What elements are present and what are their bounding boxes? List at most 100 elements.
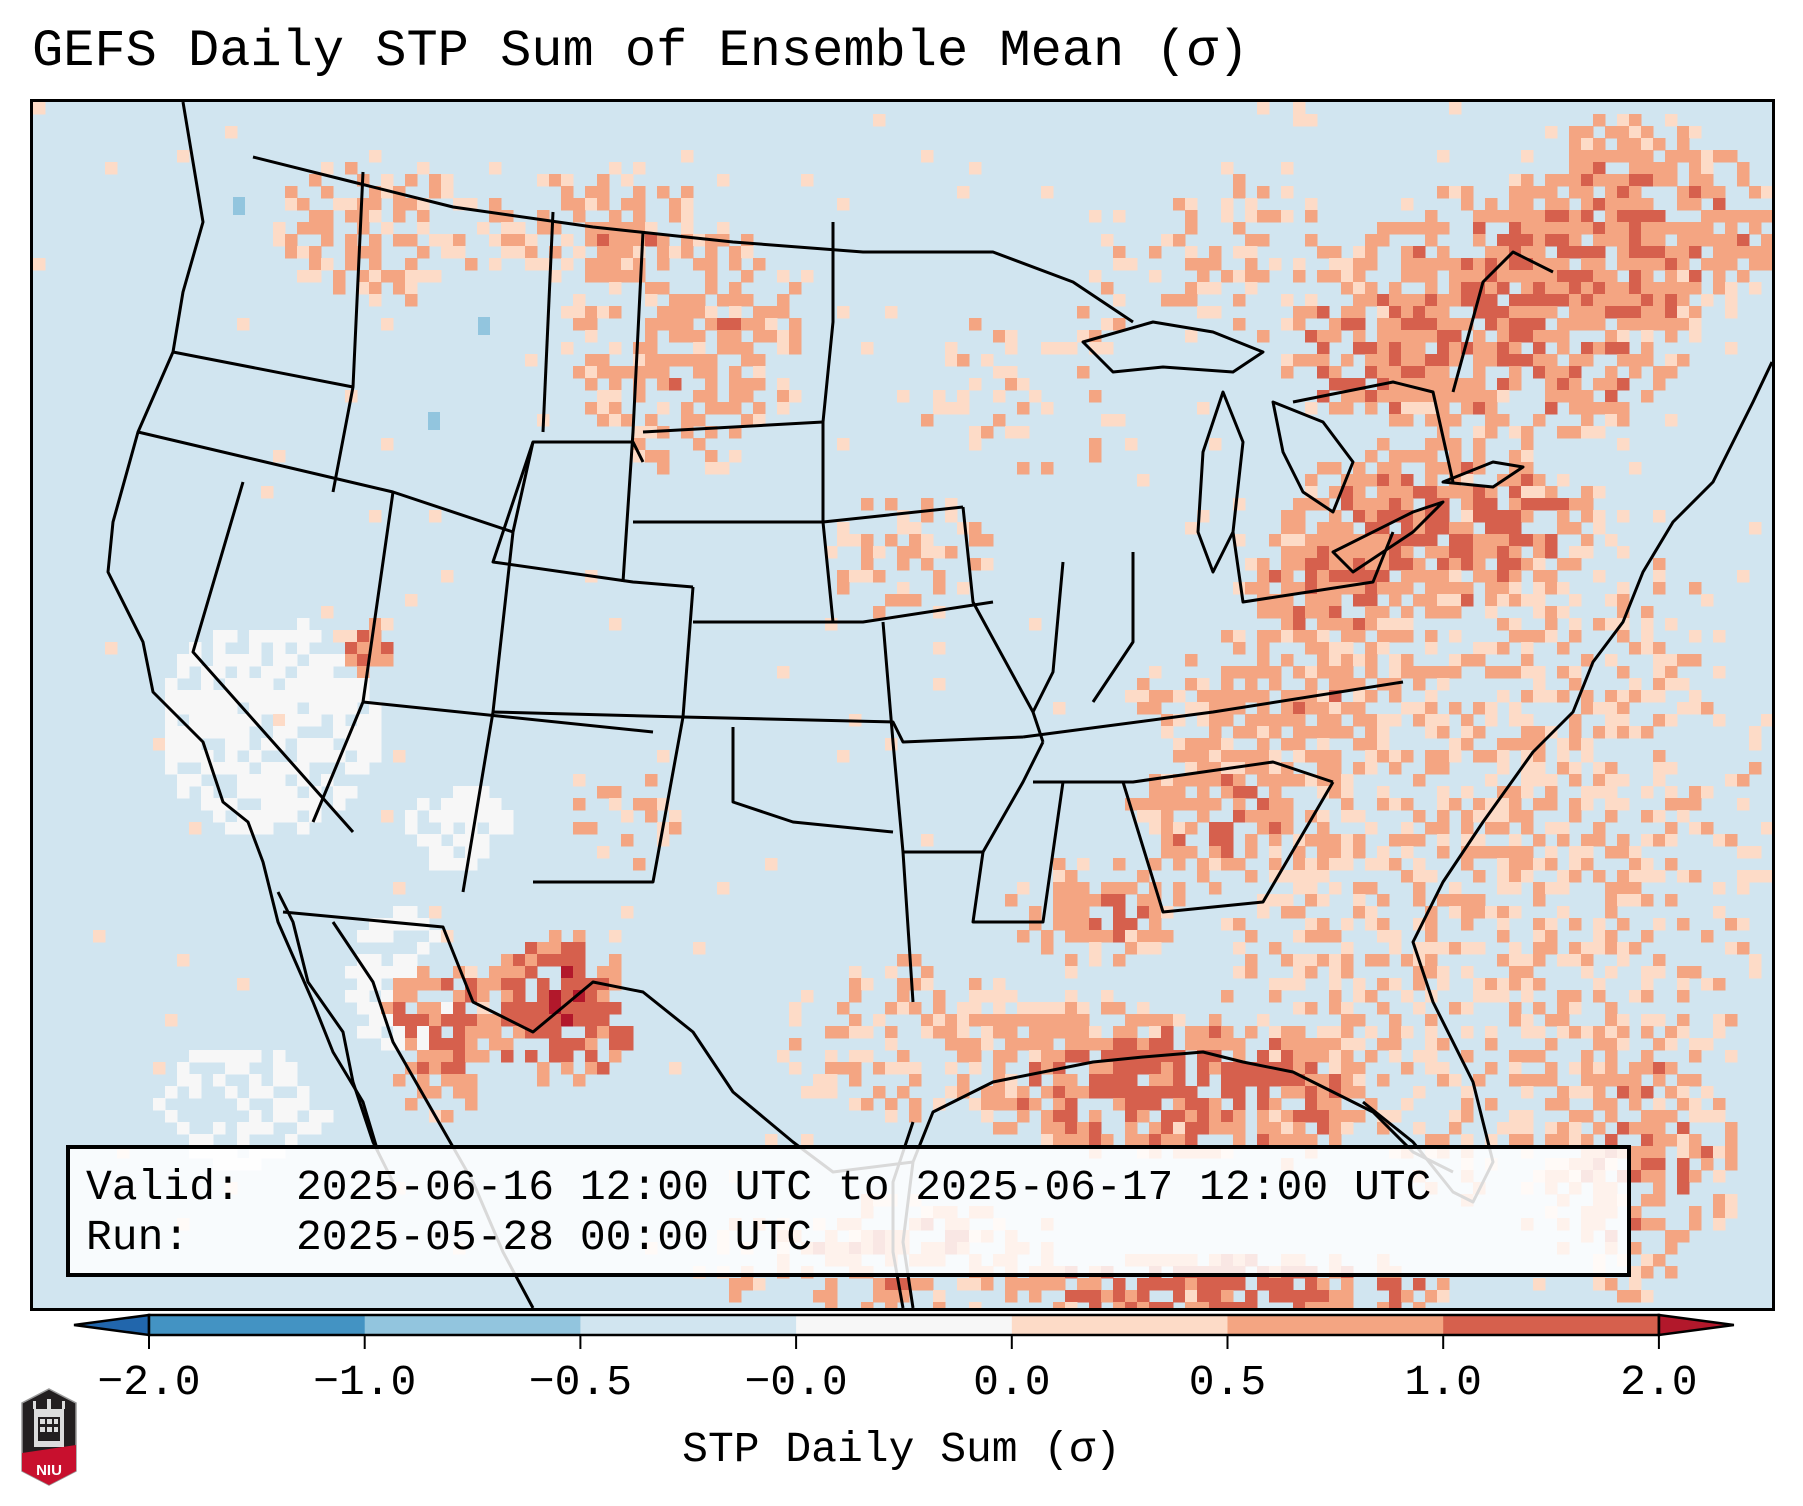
stp-cell <box>429 1014 442 1027</box>
stp-cell <box>837 438 850 451</box>
stp-cell <box>225 762 238 775</box>
stp-cell <box>1665 1110 1678 1123</box>
stp-cell <box>33 258 46 271</box>
stp-cell <box>885 1278 898 1291</box>
stp-cell <box>1413 1122 1426 1135</box>
stp-cell <box>1581 390 1594 403</box>
stp-cell <box>1437 1290 1450 1303</box>
stp-cell <box>1593 510 1606 523</box>
stp-cell <box>333 678 346 691</box>
stp-cell <box>1461 1002 1474 1015</box>
stp-cell <box>945 354 958 367</box>
stp-cell <box>1077 1038 1090 1051</box>
stp-cell <box>693 390 706 403</box>
stp-cell <box>1197 1062 1210 1075</box>
stp-cell <box>969 1098 982 1111</box>
stp-cell <box>657 234 670 247</box>
stp-cell <box>1065 990 1078 1003</box>
stp-cell <box>1317 618 1330 631</box>
stp-cell <box>1461 906 1474 919</box>
stp-cell <box>1761 714 1772 727</box>
stp-cell <box>861 570 874 583</box>
stp-cell <box>609 618 622 631</box>
stp-cell <box>1425 1050 1438 1063</box>
stp-cell <box>1257 1050 1270 1063</box>
stp-cell <box>1725 1014 1738 1027</box>
stp-cell <box>1701 294 1714 307</box>
stp-cell <box>1329 558 1342 571</box>
stp-cell <box>1329 366 1342 379</box>
stp-cell <box>1137 1098 1150 1111</box>
stp-cell <box>1605 1026 1618 1039</box>
stp-cell <box>1437 1134 1450 1147</box>
stp-cell <box>1317 1278 1330 1291</box>
stp-cell <box>729 390 742 403</box>
stp-cell <box>1701 978 1714 991</box>
stp-cell <box>705 258 718 271</box>
stp-cell <box>1377 738 1390 751</box>
stp-cell <box>261 810 274 823</box>
stp-cell <box>1581 222 1594 235</box>
stp-cell-negative <box>233 197 245 215</box>
stp-cell <box>1569 138 1582 151</box>
stp-cell <box>489 1014 502 1027</box>
stp-cell <box>1437 306 1450 319</box>
stp-cell <box>861 534 874 547</box>
stp-cell <box>1521 726 1534 739</box>
stp-cell <box>513 1026 526 1039</box>
stp-cell <box>1593 426 1606 439</box>
stp-cell <box>1065 1038 1078 1051</box>
stp-cell <box>1689 234 1702 247</box>
stp-cell <box>1233 642 1246 655</box>
stp-cell <box>621 1038 634 1051</box>
stp-cell <box>1509 450 1522 463</box>
stp-cell <box>1185 294 1198 307</box>
stp-cell <box>1173 1122 1186 1135</box>
stp-cell <box>1341 378 1354 391</box>
stp-cell <box>897 558 910 571</box>
stp-cell <box>693 942 706 955</box>
stp-cell <box>1713 258 1726 271</box>
stp-cell <box>1089 1302 1102 1308</box>
stp-cell <box>981 1026 994 1039</box>
stp-cell <box>1413 522 1426 535</box>
stp-cell <box>1605 378 1618 391</box>
stp-cell <box>237 1062 250 1075</box>
stp-cell <box>1329 246 1342 259</box>
stp-cell <box>393 1074 406 1087</box>
stp-cell <box>477 978 490 991</box>
stp-cell <box>1509 570 1522 583</box>
stp-cell <box>1533 186 1546 199</box>
stp-cell <box>1137 810 1150 823</box>
stp-cell <box>1497 210 1510 223</box>
colorbar-tick-label: −2.0 <box>97 1358 201 1407</box>
stp-cell <box>597 1002 610 1015</box>
stp-cell <box>1341 306 1354 319</box>
stp-cell <box>609 366 622 379</box>
stp-cell <box>1305 534 1318 547</box>
stp-cell <box>933 990 946 1003</box>
stp-cell <box>1329 762 1342 775</box>
stp-cell <box>357 762 370 775</box>
stp-cell <box>381 270 394 283</box>
stp-cell <box>1161 822 1174 835</box>
stp-cell <box>1605 726 1618 739</box>
stp-cell <box>285 1134 298 1147</box>
state-line <box>681 586 695 718</box>
stp-cell <box>1653 378 1666 391</box>
stp-cell <box>345 162 358 175</box>
stp-cell <box>225 726 238 739</box>
stp-cell <box>1521 870 1534 883</box>
stp-cell <box>405 1038 418 1051</box>
stp-cell <box>1533 486 1546 499</box>
stp-cell <box>705 378 718 391</box>
stp-cell <box>1461 546 1474 559</box>
stp-cell <box>297 750 310 763</box>
stp-cell <box>1305 594 1318 607</box>
stp-cell <box>561 234 574 247</box>
stp-cell <box>1509 714 1522 727</box>
stp-cell <box>1353 510 1366 523</box>
stp-cell <box>945 342 958 355</box>
stp-cell <box>1389 318 1402 331</box>
stp-cell <box>1401 546 1414 559</box>
